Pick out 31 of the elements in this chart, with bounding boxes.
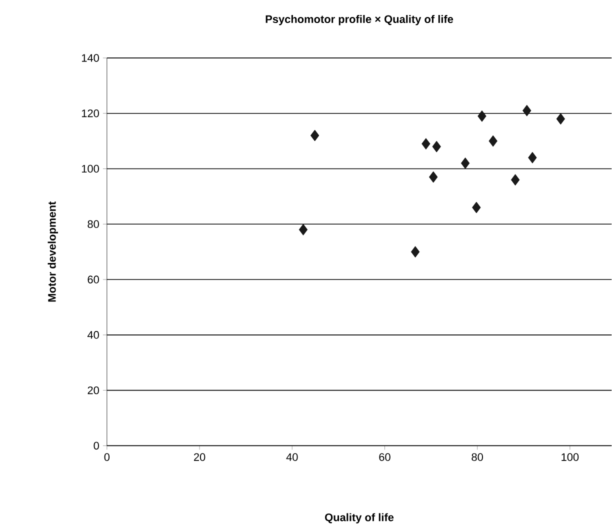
x-tick-label: 60: [379, 453, 390, 462]
point: [478, 110, 486, 122]
point: [510, 174, 520, 186]
y-tick-label: 0: [94, 442, 99, 450]
point: [298, 224, 308, 236]
y-tick-label: 20: [88, 386, 99, 394]
point: [488, 135, 498, 147]
x-tick-label: 100: [562, 453, 579, 462]
point: [472, 202, 481, 214]
point: [310, 130, 320, 142]
y-tick-label: 120: [82, 110, 99, 118]
point: [460, 158, 470, 170]
y-tick-label: 60: [88, 276, 99, 284]
y-tick-label: 140: [82, 54, 99, 62]
point: [410, 246, 420, 258]
x-tick-label: 80: [472, 453, 483, 462]
y-tick-label: 40: [87, 331, 99, 339]
x-tick-label: 40: [286, 453, 298, 462]
point: [422, 138, 430, 150]
x-axis-title: Quality of life: [325, 513, 394, 524]
point: [556, 113, 565, 125]
point: [432, 141, 441, 152]
point: [522, 105, 532, 116]
x-tick-label: 0: [104, 453, 110, 462]
y-axis-title: Motor development: [48, 202, 58, 302]
point: [528, 152, 537, 164]
x-tick-label: 20: [194, 453, 206, 462]
y-tick-label: 80: [88, 220, 99, 228]
point: [429, 171, 438, 183]
y-tick-label: 100: [82, 165, 99, 173]
chart-title: Psychomotor profile × Quality of life: [266, 15, 454, 26]
